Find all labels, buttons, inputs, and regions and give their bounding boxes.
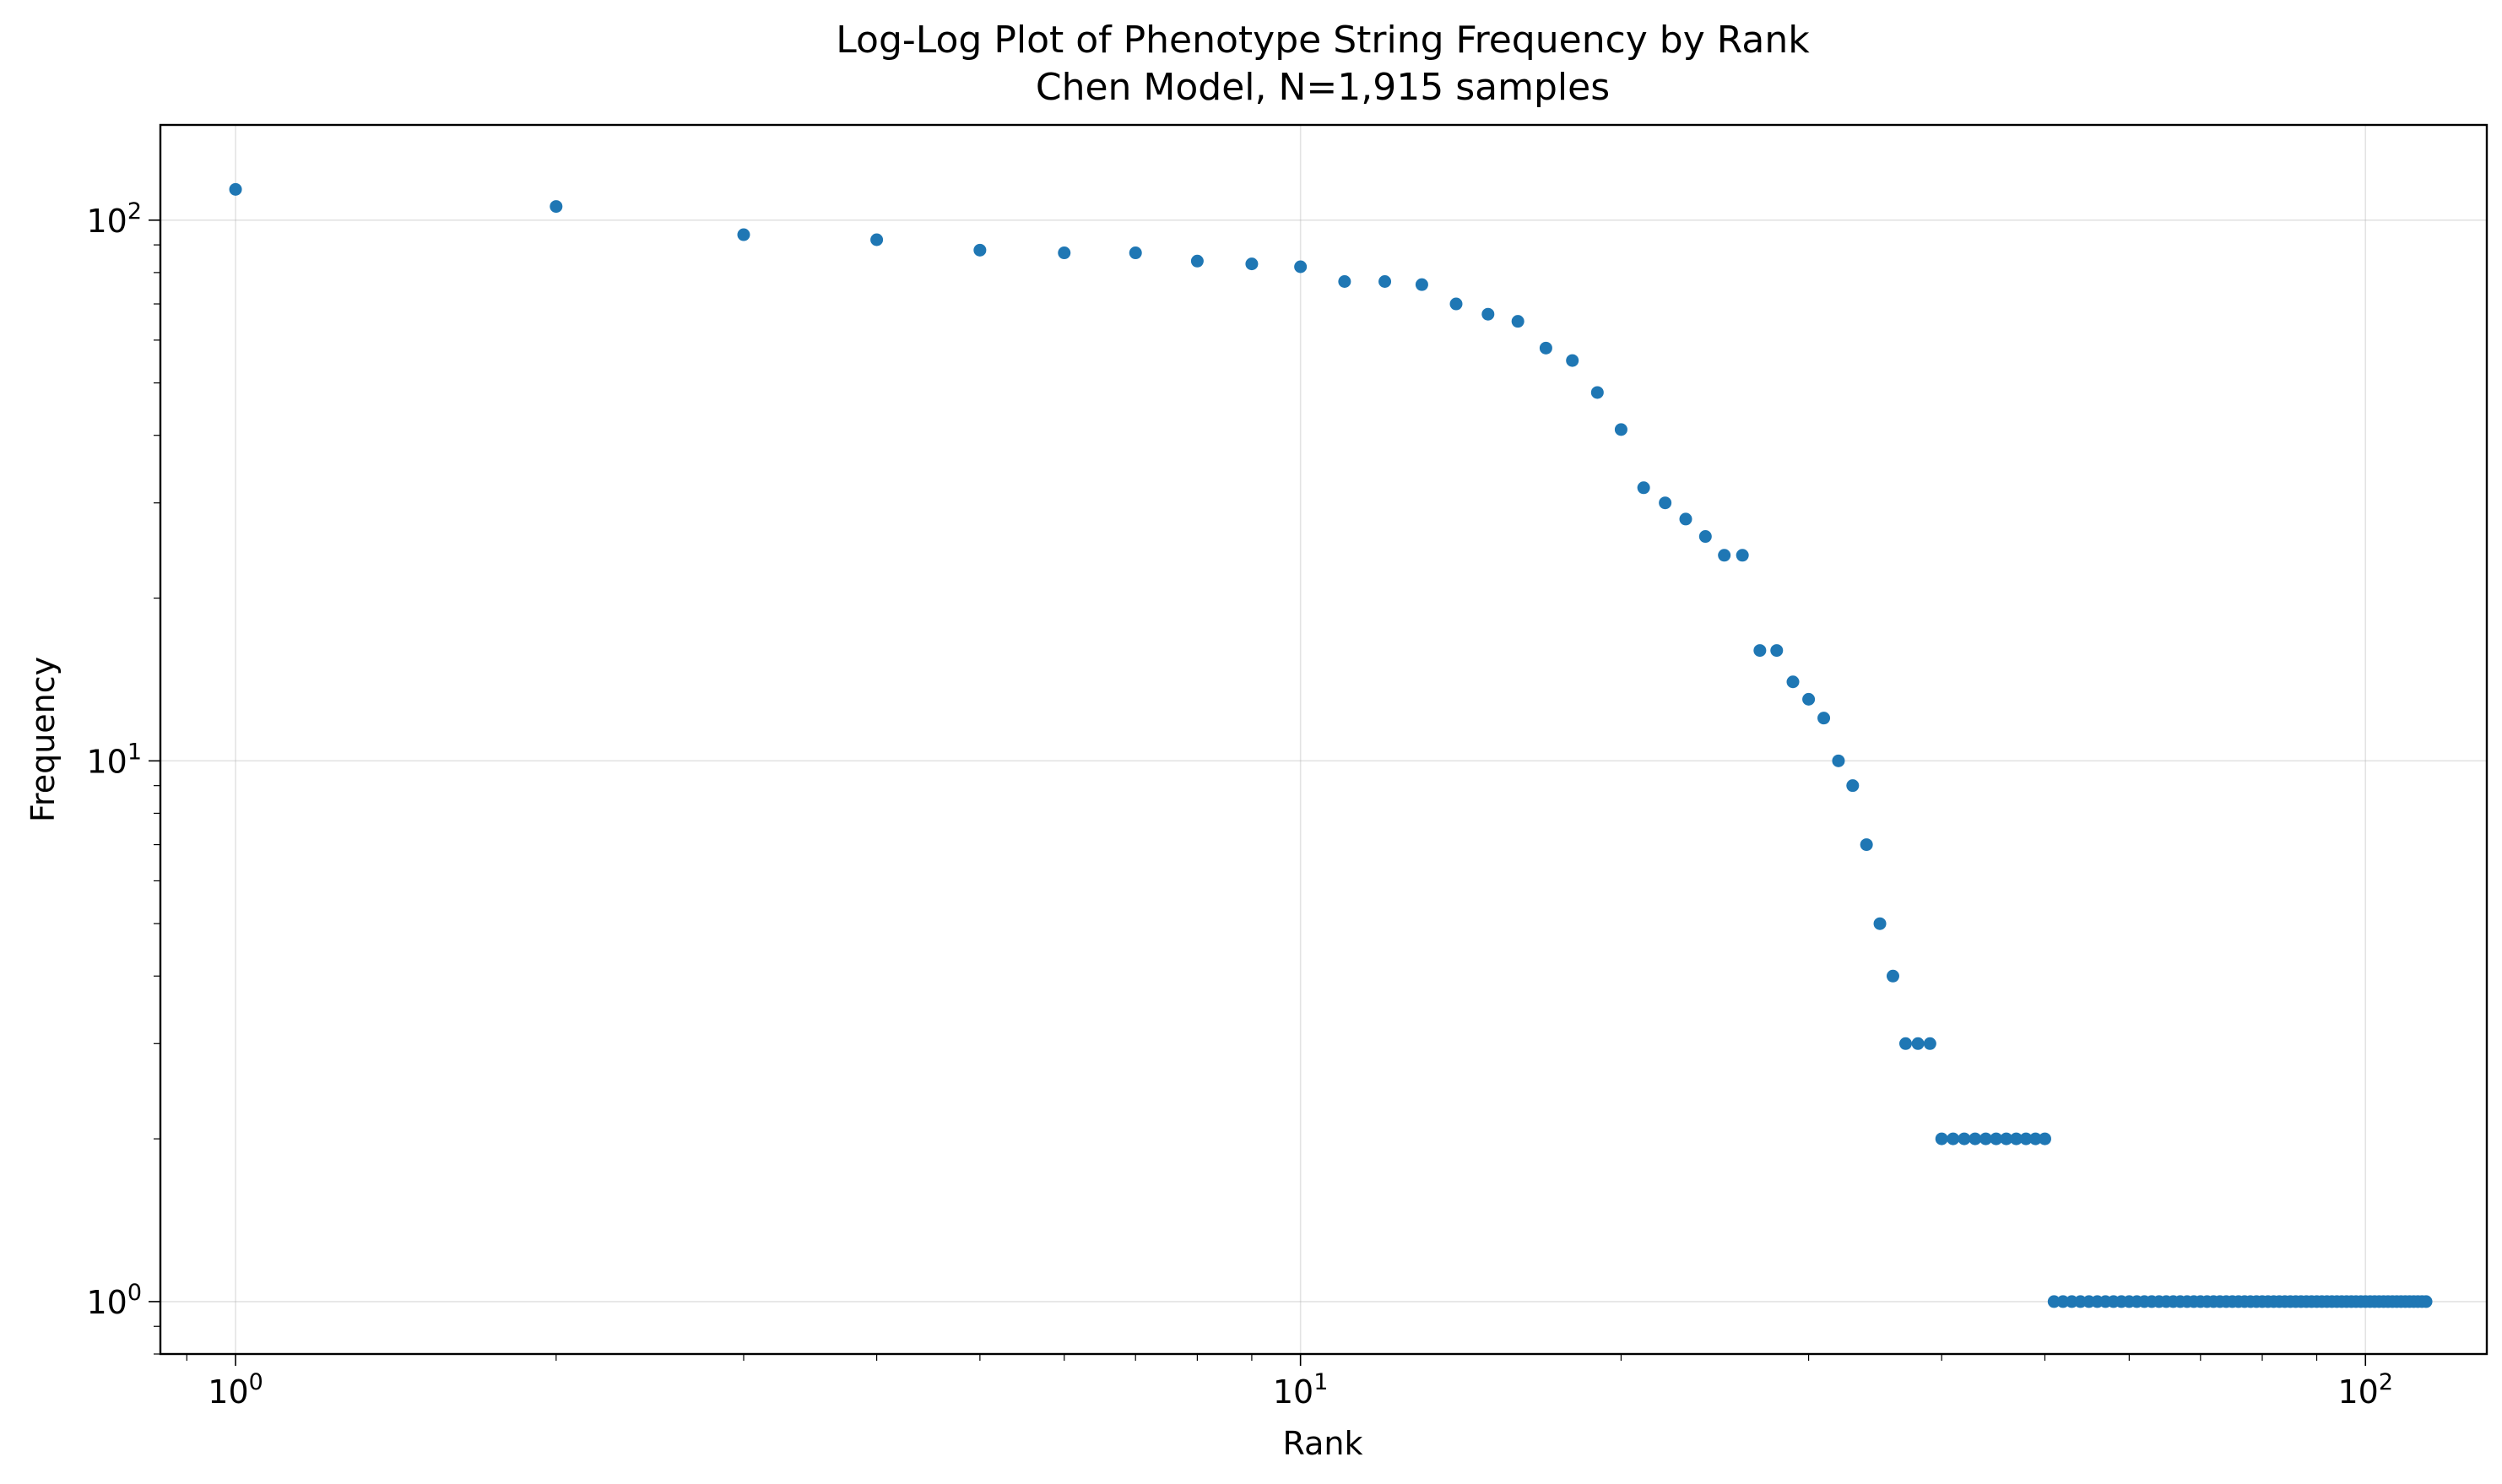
data-point bbox=[1190, 254, 1204, 268]
data-point bbox=[1511, 315, 1524, 328]
data-point bbox=[1860, 838, 1873, 852]
data-point bbox=[1058, 246, 1071, 260]
data-point bbox=[1935, 1132, 1948, 1145]
data-point bbox=[1590, 386, 1604, 399]
data-point bbox=[1990, 1132, 2003, 1145]
data-point bbox=[1679, 512, 1692, 526]
data-point bbox=[1898, 1037, 1912, 1050]
data-points bbox=[229, 182, 2433, 1308]
y-tick-label: 102 bbox=[86, 198, 142, 240]
data-point bbox=[2010, 1132, 2023, 1145]
data-point bbox=[1736, 549, 1749, 562]
data-point bbox=[1979, 1132, 1992, 1145]
data-point bbox=[1718, 549, 1731, 562]
plot-frame bbox=[159, 123, 2488, 1356]
data-point bbox=[1481, 307, 1495, 321]
data-point bbox=[2019, 1132, 2033, 1145]
data-point bbox=[1378, 275, 1392, 289]
data-point bbox=[1129, 246, 1142, 260]
data-point bbox=[1846, 779, 1860, 793]
y-tick-label: 101 bbox=[86, 739, 142, 780]
data-point bbox=[1753, 644, 1767, 658]
chart-title: Log-Log Plot of Phenotype String Frequen… bbox=[836, 19, 1810, 62]
data-point bbox=[737, 228, 750, 241]
data-point bbox=[1338, 275, 1351, 289]
data-point bbox=[2056, 1295, 2070, 1308]
data-point bbox=[1614, 423, 1627, 436]
data-point bbox=[2038, 1132, 2051, 1145]
x-axis-label: Rank bbox=[1283, 1425, 1363, 1462]
data-point bbox=[1786, 675, 1800, 689]
data-point bbox=[973, 243, 987, 257]
data-point bbox=[1415, 278, 1428, 291]
y-axis-ticks: 100 101 102 bbox=[86, 198, 160, 1355]
data-point bbox=[1698, 530, 1712, 544]
data-point bbox=[1958, 1132, 1971, 1145]
x-tick-label: 100 bbox=[208, 1369, 263, 1411]
data-point bbox=[1245, 257, 1259, 271]
data-point bbox=[1923, 1037, 1936, 1050]
data-point bbox=[2047, 1295, 2061, 1308]
data-point bbox=[550, 200, 563, 214]
data-point bbox=[1449, 297, 1463, 311]
data-point bbox=[870, 233, 884, 246]
data-point bbox=[229, 182, 242, 196]
data-point bbox=[2028, 1132, 2042, 1145]
data-point bbox=[1947, 1132, 1960, 1145]
data-point bbox=[2419, 1295, 2433, 1308]
data-point bbox=[1817, 712, 1831, 725]
y-axis-label: Frequency bbox=[24, 657, 62, 822]
data-point bbox=[1802, 692, 1816, 706]
data-point bbox=[1873, 917, 1887, 930]
data-point bbox=[2000, 1132, 2013, 1145]
x-tick-label: 101 bbox=[1273, 1369, 1329, 1411]
data-point bbox=[1832, 754, 1845, 767]
data-point bbox=[1294, 260, 1308, 274]
x-tick-label: 102 bbox=[2337, 1369, 2393, 1411]
data-point bbox=[1566, 354, 1579, 367]
data-point bbox=[1886, 969, 1899, 983]
data-point bbox=[1770, 644, 1784, 658]
data-point bbox=[1539, 341, 1552, 355]
y-tick-label: 100 bbox=[86, 1280, 142, 1321]
chart-subtitle: Chen Model, N=1,915 samples bbox=[1036, 66, 1610, 109]
data-point bbox=[1659, 496, 1672, 510]
data-point bbox=[1637, 481, 1650, 495]
x-axis-ticks: 100 101 102 bbox=[186, 1354, 2393, 1411]
data-point bbox=[1911, 1037, 1925, 1050]
data-point bbox=[1969, 1132, 1982, 1145]
